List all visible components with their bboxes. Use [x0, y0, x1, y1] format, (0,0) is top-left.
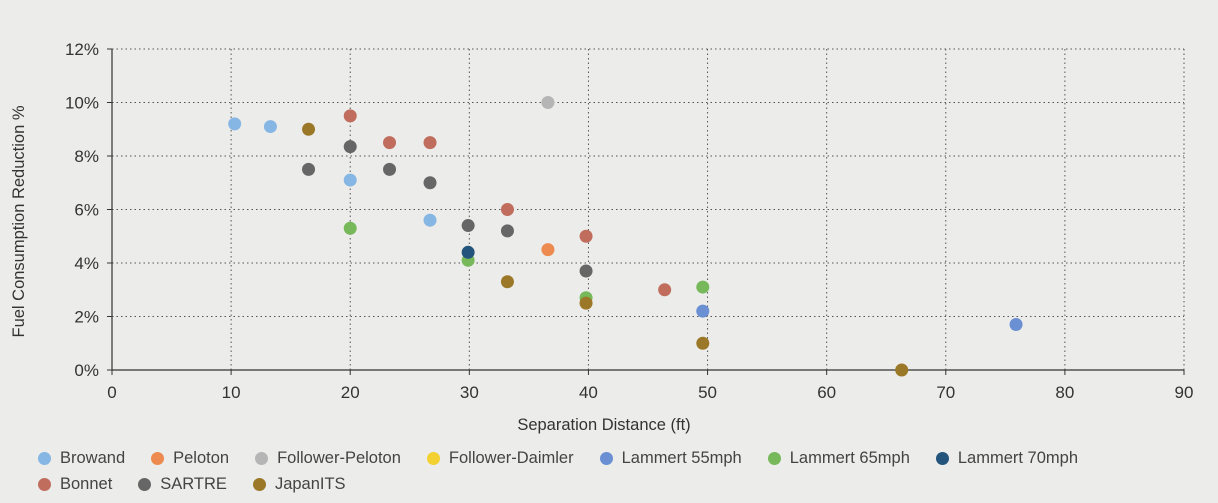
x-tick-label: 0 — [107, 383, 116, 402]
data-point-browand — [343, 173, 357, 187]
legend-marker — [767, 451, 781, 465]
legend-label: Follower-Daimler — [448, 448, 574, 467]
x-tick-label: 30 — [460, 383, 479, 402]
data-point-bonnet — [343, 109, 357, 123]
data-point-japanits — [696, 336, 710, 350]
x-tick-label: 60 — [817, 383, 836, 402]
legend-item-sartre: SARTRE — [138, 475, 227, 494]
y-tick-label: 4% — [74, 254, 99, 273]
legend-label: Peloton — [173, 448, 230, 467]
legend-item-follower-peloton: Follower-Peloton — [255, 449, 401, 468]
legend-marker — [38, 477, 51, 491]
data-point-bonnet — [500, 203, 514, 216]
data-point-lammert-55mph — [696, 304, 710, 318]
x-tick-label: 70 — [936, 383, 955, 402]
legend-item-japanits: JapanITS — [252, 474, 346, 494]
x-tick-label: 10 — [222, 383, 241, 402]
legend-marker — [252, 477, 266, 491]
data-point-browand — [228, 117, 242, 131]
data-point-bonnet — [579, 229, 593, 243]
data-point-japanits — [579, 296, 593, 310]
data-point-browand — [263, 120, 277, 134]
legend-label: SARTRE — [160, 474, 227, 493]
legend-label: Lammert 65mph — [789, 448, 910, 467]
legend: Browand Peloton Follower-Peloton Follower-D… — [38, 445, 1208, 497]
data-point-follower-peloton — [541, 96, 555, 109]
data-point-sartre — [423, 176, 437, 190]
legend-marker — [38, 451, 51, 465]
legend-item-peloton: Peloton — [151, 449, 229, 468]
legend-item-follower-daimler: Follower-Daimler — [426, 448, 574, 468]
data-point-bonnet — [383, 136, 397, 150]
data-point-sartre — [302, 162, 316, 176]
data-point-sartre — [461, 219, 475, 233]
plot-area: 0 10 20 30 40 50 60 70 80 90 0% 2% 4% 6% 8% 10% 12% Separ… — [10, 40, 1194, 434]
legend-marker — [426, 451, 440, 465]
legend-item-bonnet: Bonnet — [38, 475, 112, 494]
x-tick-label: 80 — [1055, 383, 1074, 402]
data-point-sartre — [343, 140, 357, 154]
data-point-bonnet — [658, 283, 672, 297]
data-point-japanits — [895, 363, 909, 377]
legend-row: Bonnet SARTRE JapanITS — [38, 471, 1208, 497]
y-tick-label: 6% — [74, 201, 99, 220]
x-tick-label: 90 — [1175, 383, 1194, 402]
data-point-sartre — [383, 162, 397, 176]
data-point-japanits — [500, 275, 514, 289]
legend-label: Follower-Peloton — [277, 448, 401, 467]
legend-marker — [935, 451, 949, 465]
x-tick-label: 40 — [579, 383, 598, 402]
data-point-sartre — [579, 264, 593, 278]
data-point-bonnet — [423, 136, 437, 150]
data-point-browand — [423, 213, 437, 227]
legend-item-browand: Browand — [38, 449, 125, 468]
y-tick-label: 0% — [74, 361, 99, 380]
data-point-sartre — [500, 224, 514, 238]
data-point-lammert-55mph — [1009, 318, 1023, 332]
data-point-lammert-65mph — [696, 280, 710, 294]
legend-label: JapanITS — [274, 474, 346, 493]
legend-marker — [138, 477, 152, 491]
data-point-lammert-65mph — [343, 221, 357, 235]
legend-label: Bonnet — [60, 474, 113, 493]
y-tick-label: 12% — [65, 40, 99, 59]
data-point-peloton — [541, 243, 555, 257]
x-axis-title: Separation Distance (ft) — [517, 416, 690, 434]
legend-item-lammert-65mph: Lammert 65mph — [767, 448, 910, 468]
legend-marker — [255, 451, 269, 465]
legend-item-lammert-55mph: Lammert 55mph — [599, 448, 742, 468]
y-tick-label: 8% — [74, 147, 99, 166]
legend-row: Browand Peloton Follower-Peloton Follower-D… — [38, 445, 1208, 471]
legend-marker — [599, 451, 613, 465]
y-axis-title: Fuel Consumption Reduction % — [10, 105, 28, 337]
legend-label: Lammert 70mph — [957, 448, 1079, 467]
x-tick-label: 50 — [698, 383, 717, 402]
legend-label: Browand — [60, 448, 126, 467]
legend-item-lammert-70mph: Lammert 70mph — [935, 448, 1079, 468]
legend-marker — [151, 451, 165, 465]
y-tick-label: 10% — [65, 94, 99, 113]
legend-label: Lammert 55mph — [621, 448, 742, 467]
data-point-lammert-70mph — [461, 245, 475, 259]
x-tick-label: 20 — [341, 383, 360, 402]
y-tick-label: 2% — [74, 308, 99, 327]
data-point-japanits — [302, 122, 316, 136]
